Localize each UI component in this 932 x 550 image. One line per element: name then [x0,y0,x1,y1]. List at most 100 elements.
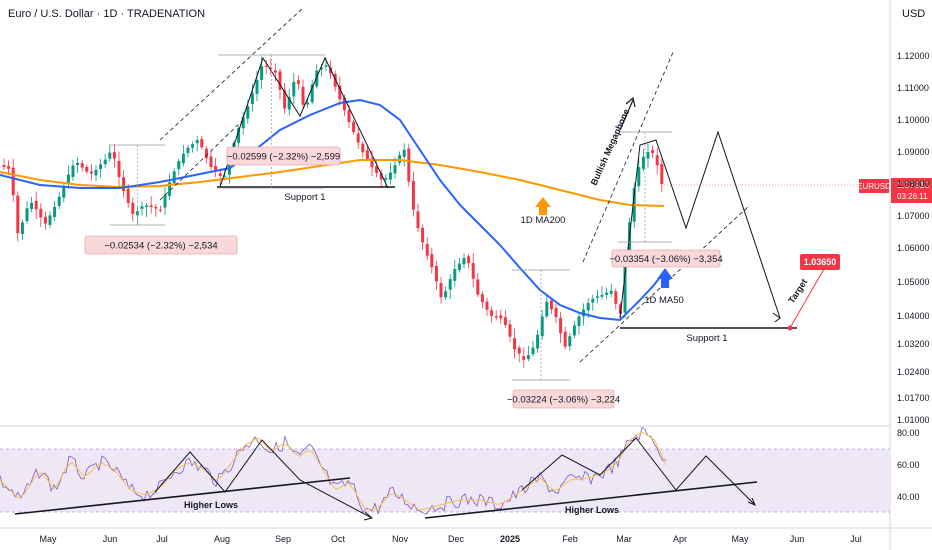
candle-body [384,178,388,180]
time-tick-label: 2025 [500,534,520,544]
candle-body [237,128,241,143]
rsi-arrowhead [363,511,374,521]
price-axis[interactable]: 1.12000 1.11000 1.10000 1.09000 1.08000 1.070… [897,51,930,425]
support-1-label: Support 1 [686,333,727,344]
candle-body [462,258,466,265]
candle-body [255,79,259,94]
candle-body [246,106,250,119]
measurement-box [611,249,721,268]
candle-body [490,310,494,316]
candle-body [522,356,526,360]
candle-body [25,208,29,222]
symbol-tag [859,179,889,193]
candle-body [80,163,84,168]
candle-body [269,67,273,69]
candle-body [563,331,567,347]
rsi-trendline [424,481,758,519]
candle-body [448,279,452,290]
candle-body [517,347,521,354]
measurement-box [84,235,238,255]
candle-body [338,85,342,100]
candle-body [439,283,443,298]
candle-body [526,355,530,360]
candle-body [637,167,641,187]
candle-body [16,195,20,234]
measurement-label: −0.03224 (−3.06%) −3,224 [507,395,620,406]
time-axis[interactable]: May Jun Jul Aug Sep Oct Nov Dec 2025 Feb Mar Apr May… [39,534,861,544]
candle-body [319,67,323,70]
candle-body [549,300,553,310]
time-tick-label: Jun [790,534,805,544]
candle-body [30,202,34,209]
candle-body [200,139,204,148]
price-tick-label: 1.11000 [897,83,929,93]
candle-body [324,65,328,67]
candle-body [609,290,613,294]
projection-path [619,130,781,319]
rsi-fractal [154,439,373,519]
candle-body [283,90,287,109]
time-tick-label: Jul [156,534,168,544]
candle-body [7,165,11,169]
candle-body [241,116,245,129]
candle-body [375,166,379,173]
candle-body [457,263,461,270]
candle-body [149,205,153,207]
rsi-arrowhead [747,497,756,506]
candle-body [218,173,222,176]
candle-body [108,152,112,159]
candle-body [99,164,103,169]
megaphone-arrowhead [625,96,636,108]
candle-body [292,81,296,97]
candle-body [471,263,475,279]
price-tick-label: 1.01700 [897,393,930,403]
higher-lows-label: Higher Lows [565,505,619,515]
measurement-box [226,146,341,166]
candle-body [434,265,438,282]
ma50-arrow [657,268,673,288]
candle-body [76,162,80,166]
channel-line [159,119,244,201]
candle-body [572,325,576,336]
candle-body [177,161,181,170]
candle-body [494,316,498,318]
candle-body [646,152,650,159]
target-point [787,325,793,331]
candle-body [186,147,190,154]
candle-body [94,169,98,176]
last-price-tag [891,178,932,203]
projection-arrowhead [772,312,781,323]
megaphone-arrow [619,99,634,131]
candle-body [545,301,549,317]
candle-body [53,206,57,217]
candle-body [191,144,195,148]
candle-body [195,140,199,144]
candle-body [39,208,43,218]
candle-body [388,172,392,180]
candle-body [310,84,314,103]
measurement-label: −0.02534 (−2.32%) −2,534 [104,241,217,252]
candle-body [66,174,70,185]
candle-body [476,279,480,295]
candle-body [467,256,471,264]
candle-body [402,149,406,157]
candle-body [273,70,277,73]
candle-body [250,93,254,104]
candle-body [554,307,558,318]
measurement-label: −0.03354 (−3.06%) −3,354 [609,254,722,265]
candle-body [278,71,282,90]
candle-body [347,110,351,123]
currency-label[interactable]: USD [902,8,925,20]
ma200-arrow [535,197,551,215]
rsi-axis[interactable]: 80.00 60.00 40.00 [897,428,920,502]
candle-body [11,167,15,196]
time-tick-label: Mar [616,534,632,544]
candle-body [379,173,383,180]
candle-body [416,211,420,229]
time-tick-label: Dec [448,534,465,544]
candle-body [623,259,627,313]
candle-body [618,304,622,314]
target-tag [800,254,840,270]
candle-body [62,186,66,198]
